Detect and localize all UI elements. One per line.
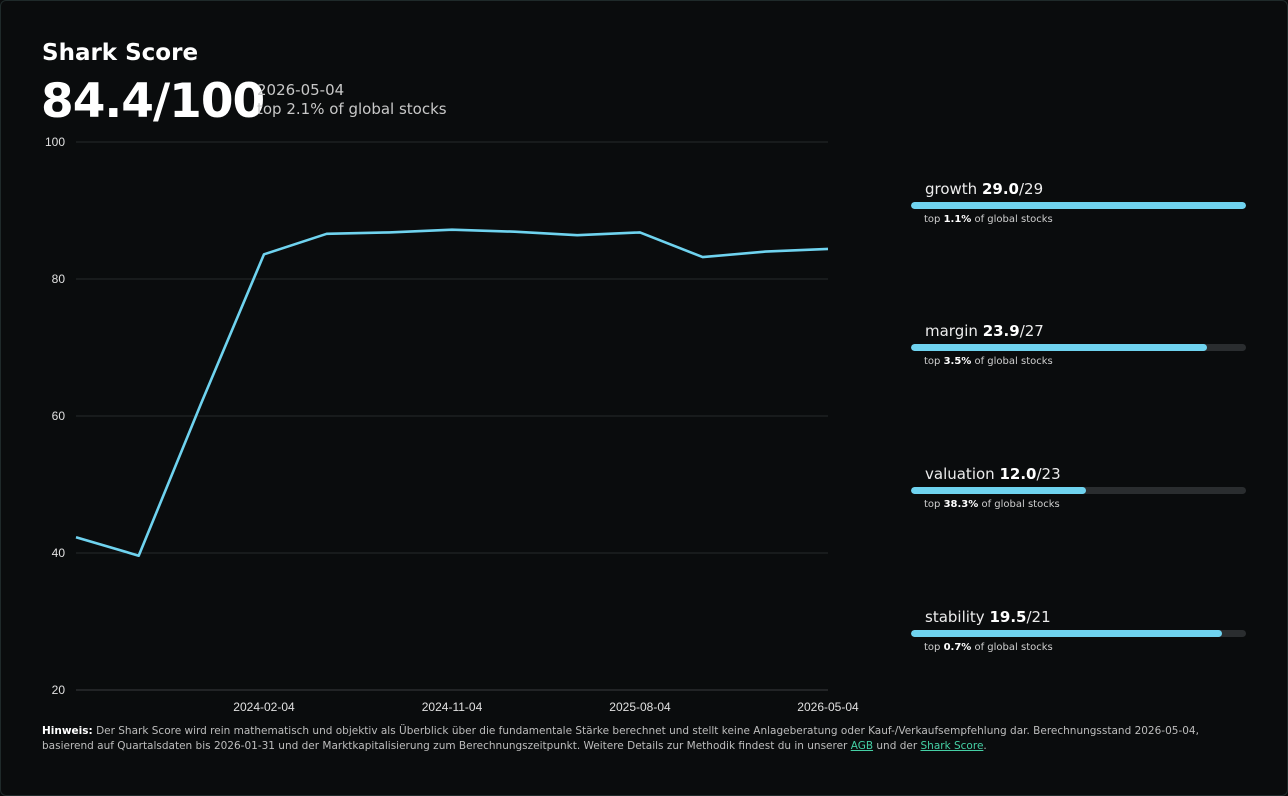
component-rank: 3.5% [943,356,972,367]
component-rank: 0.7% [943,642,972,653]
overall-score: 84.4/100 [41,74,265,129]
component-name: growth [925,180,978,198]
component-bar-fill [911,202,1246,209]
score-line [75,228,829,557]
component-name: valuation [925,465,995,483]
component-max: /29 [1019,180,1044,198]
x-tick-label: 2024-02-04 [233,700,295,714]
component-growth: growth 29.0/29 top 1.1% of global stocks [911,180,1246,240]
score-rank: top 2.1% of global stocks [257,100,447,118]
component-rank-prefix: top [924,642,944,653]
component-bar-fill [911,630,1223,637]
x-tick-label: 2024-11-04 [422,700,483,714]
component-valuation: valuation 12.0/23 top 38.3% of global st… [911,465,1246,525]
score-date: 2026-05-04 [257,81,345,99]
component-value: 23.9 [982,322,1020,340]
y-tick-label: 20 [52,683,66,697]
component-max: /21 [1026,608,1051,626]
agb-link[interactable]: AGB [850,740,874,752]
component-rank-suffix: of global stocks [971,642,1053,653]
component-rank-suffix: of global stocks [978,499,1060,510]
component-rank-suffix: of global stocks [971,214,1053,225]
component-bar-track [911,202,1246,209]
score-history-chart: 20 40 60 80 100 2024-02-04 2024-11-04 2025-08-… [45,135,859,714]
disclaimer-text: Der Shark Score wird rein mathematisch u… [42,725,1199,752]
widget-title: Shark Score [42,40,199,66]
disclaimer-note: Hinweis: Der Shark Score wird rein mathe… [42,724,1232,754]
component-bar-track [911,630,1246,637]
component-rank: 1.1% [943,214,972,225]
disclaimer-label: Hinweis: [42,725,93,737]
component-rank: 38.3% [943,499,979,510]
component-value: 29.0 [981,180,1019,198]
component-margin: margin 23.9/27 top 3.5% of global stocks [911,322,1246,382]
component-rank-prefix: top [924,499,944,510]
y-tick-label: 100 [45,135,65,149]
y-tick-label: 40 [52,546,66,560]
component-stability: stability 19.5/21 top 0.7% of global sto… [911,608,1246,668]
y-tick-label: 80 [52,272,66,286]
component-rank-suffix: of global stocks [971,356,1053,367]
disclaimer-text-2: und der [873,740,921,752]
disclaimer-text-3: . [983,740,987,752]
component-rank-prefix: top [924,214,944,225]
shark-score-link[interactable]: Shark Score [920,740,984,752]
component-max: /27 [1019,322,1044,340]
x-tick-label: 2026-05-04 [797,700,859,714]
component-name: margin [925,322,978,340]
component-max: /23 [1036,465,1061,483]
component-value: 19.5 [989,608,1027,626]
component-bar-fill [911,344,1208,351]
y-tick-label: 60 [52,409,66,423]
x-tick-label: 2025-08-04 [609,700,671,714]
component-rank-prefix: top [924,356,944,367]
component-bar-track [911,344,1246,351]
component-name: stability [925,608,985,626]
component-bar-fill [911,487,1086,494]
component-bar-track [911,487,1246,494]
component-value: 12.0 [999,465,1037,483]
